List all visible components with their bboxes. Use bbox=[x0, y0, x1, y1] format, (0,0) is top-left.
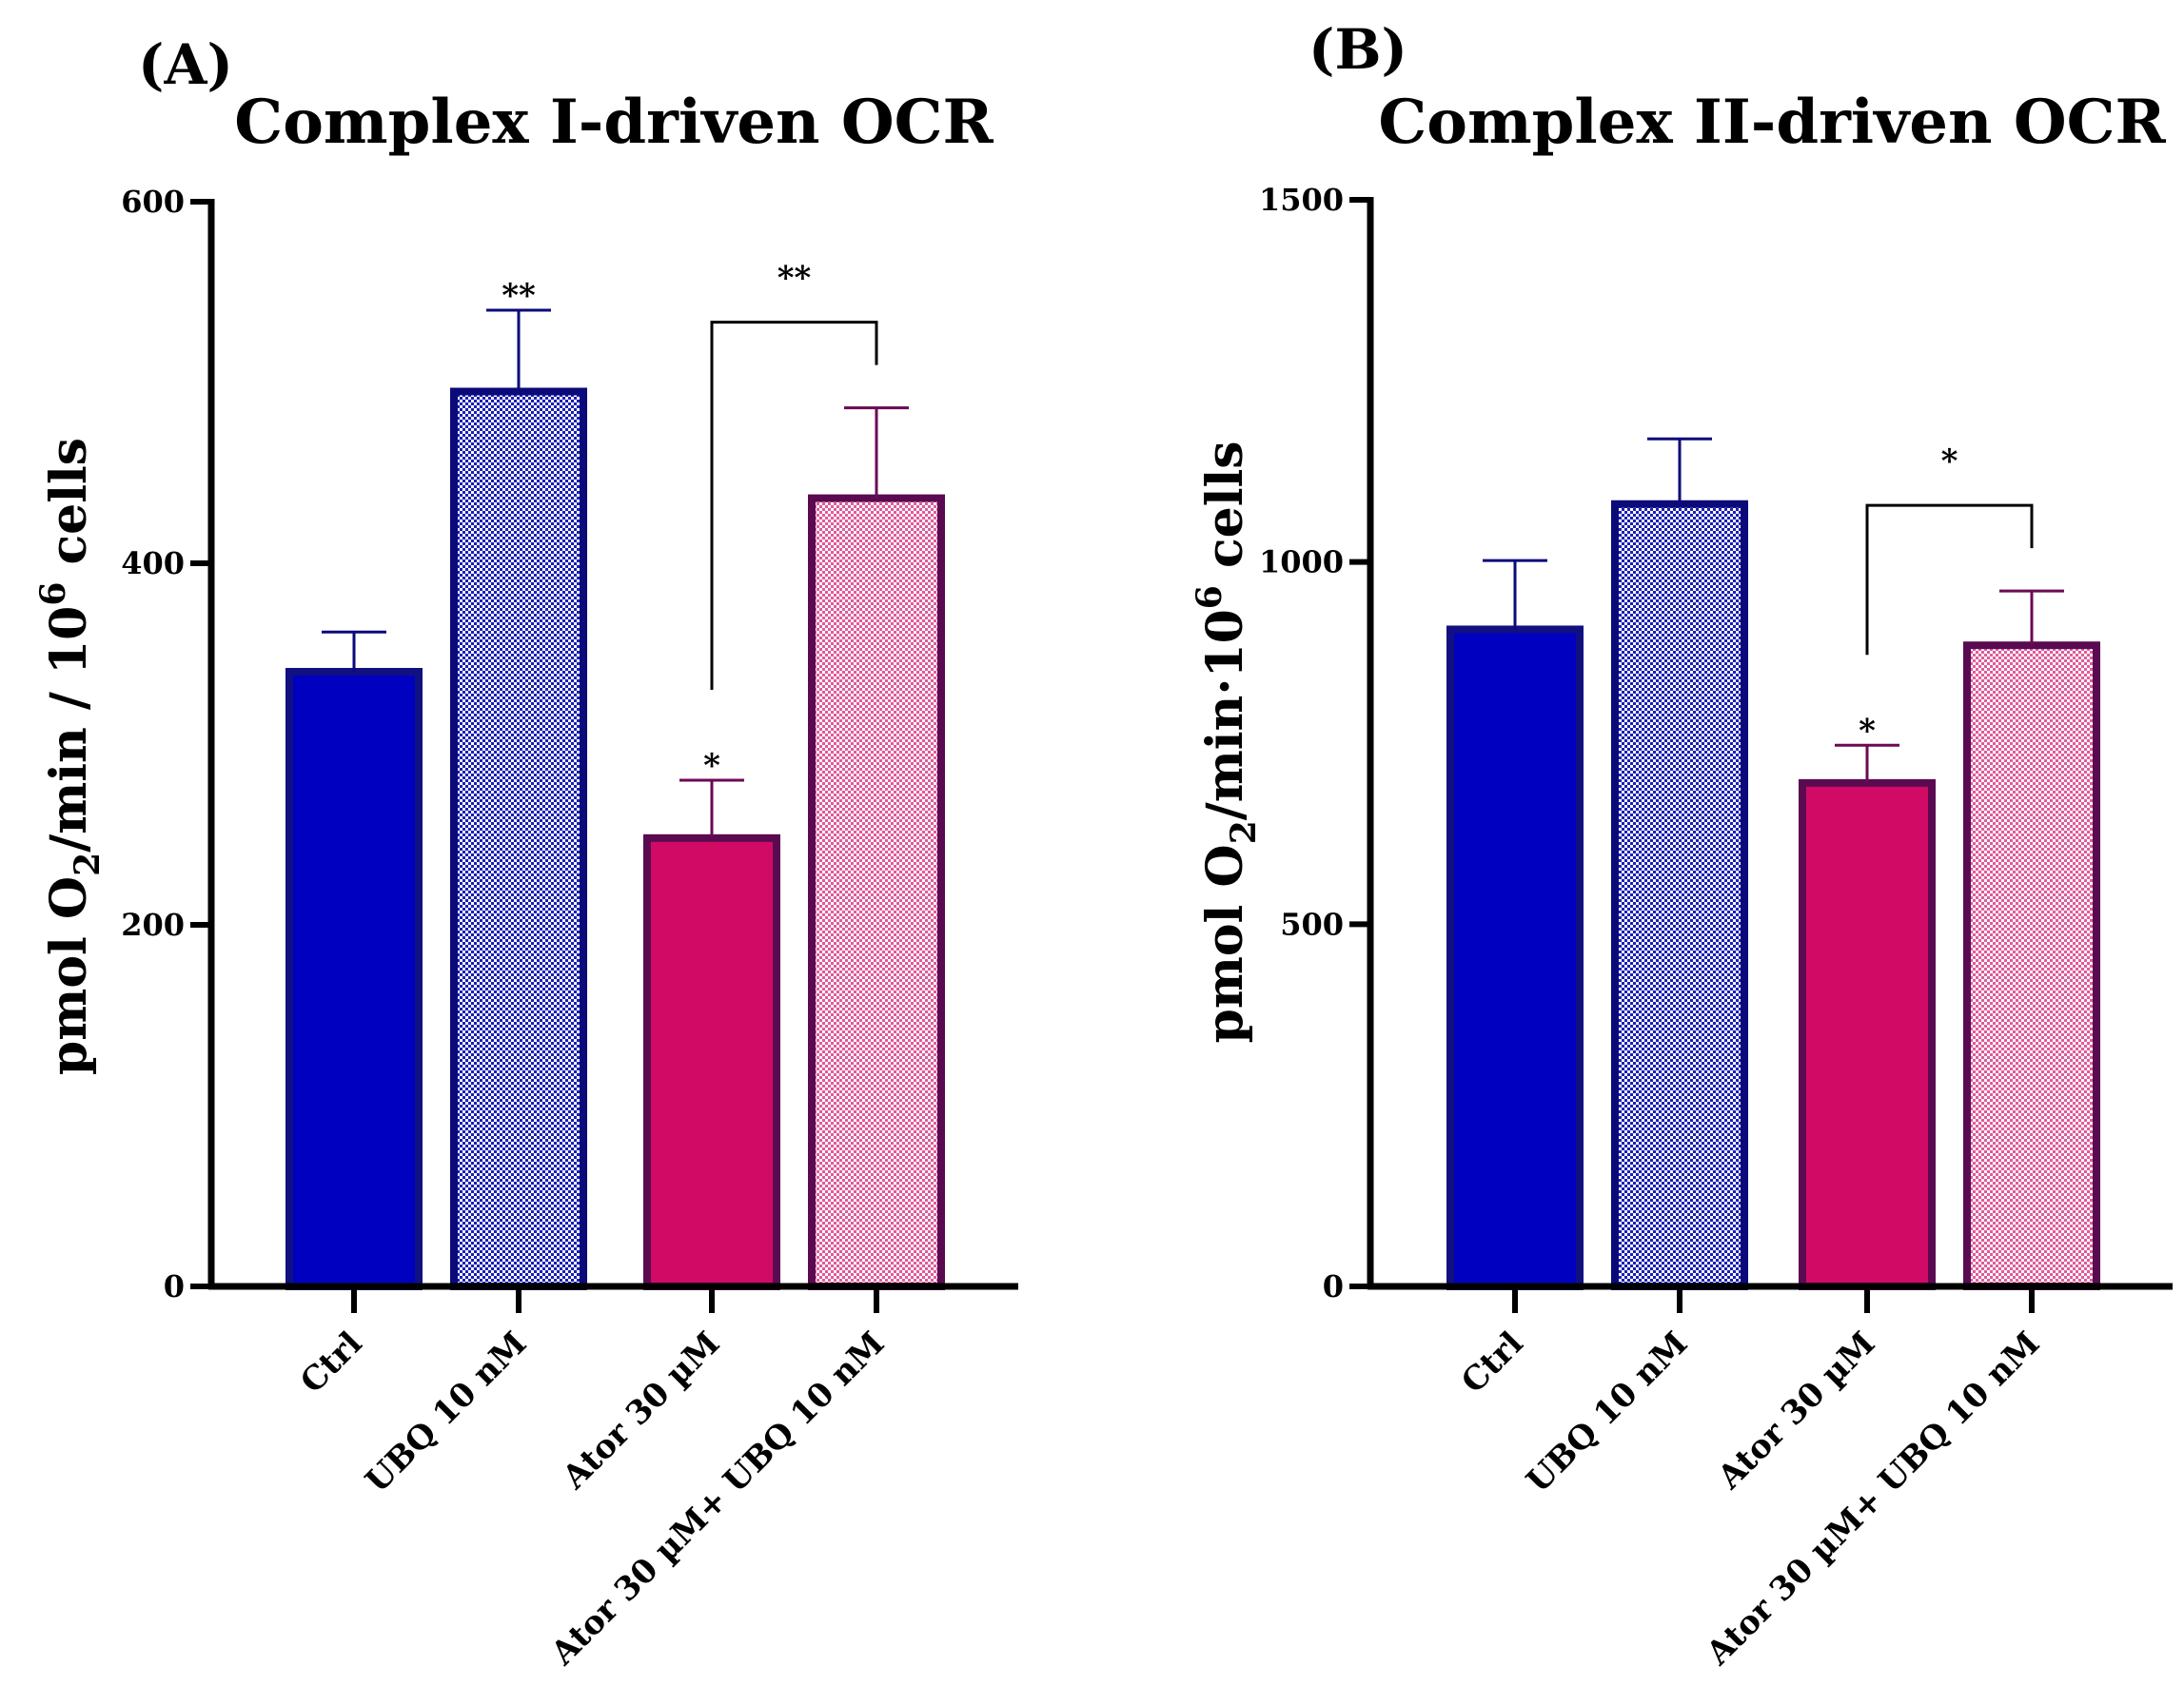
panel-b-category-label-3: Ator 30 µM+ UBQ 10 nM bbox=[1699, 1324, 2047, 1673]
panel-a-comparison-label-0: ** bbox=[777, 260, 812, 298]
panel-b-title: Complex II-driven OCR bbox=[1378, 87, 2166, 158]
panel-a-bar-3 bbox=[808, 494, 945, 1290]
panel-a-bar-significance-1: ** bbox=[502, 277, 536, 315]
panel-b-bar-2 bbox=[1799, 778, 1936, 1290]
panel-a-title: Complex I-driven OCR bbox=[234, 87, 994, 158]
panel-b-bar-significance-2: * bbox=[1859, 712, 1876, 750]
panel-a-ylabel-sub: 2 bbox=[68, 853, 108, 876]
panel-a-label: (A) bbox=[138, 32, 233, 97]
panel-a-category-label-1: UBQ 10 nM bbox=[359, 1324, 535, 1500]
panel-b-ytick-label-1: 500 bbox=[1280, 906, 1344, 942]
panel-b-comparison-bracket-0 bbox=[1865, 503, 2034, 656]
panel-b-ylabel-sub: 2 bbox=[1224, 820, 1264, 844]
panel-b-ytick-label-0: 0 bbox=[1323, 1268, 1344, 1304]
panel-a-category-label-0: Ctrl bbox=[293, 1324, 369, 1401]
panel-a: (A) Complex I-driven OCR pmol O2/min / 1… bbox=[33, 32, 1018, 1674]
panel-a-ytick-label-3: 600 bbox=[121, 184, 185, 220]
panel-b-ylabel-prefix: pmol O bbox=[1196, 844, 1254, 1043]
panel-a-ylabel-sup: 6 bbox=[33, 582, 73, 606]
panel-b: (B) Complex II-driven OCR pmol O2/min·10… bbox=[1190, 17, 2173, 1674]
panel-b-ytick-label-2: 1000 bbox=[1259, 544, 1344, 580]
panel-b-comparison-label-0: * bbox=[1941, 442, 1958, 480]
panel-b-ylabel: pmol O2/min·106 cells bbox=[1190, 441, 1264, 1043]
panel-a-comparison-bracket-0 bbox=[710, 321, 878, 690]
panel-a-ylabel-suffix: cells bbox=[40, 438, 98, 582]
panel-b-ytick-label-3: 1500 bbox=[1259, 182, 1344, 218]
panel-a-ytick-label-2: 400 bbox=[121, 545, 185, 581]
panel-a-ytick-label-0: 0 bbox=[164, 1268, 185, 1304]
panel-b-bar-1 bbox=[1611, 500, 1748, 1290]
panel-b-category-label-1: UBQ 10 nM bbox=[1520, 1324, 1696, 1500]
panel-a-category-label-2: Ator 30 µM bbox=[555, 1324, 727, 1497]
panel-b-bar-0 bbox=[1446, 625, 1584, 1290]
panel-b-ylabel-mid: /min·10 bbox=[1196, 609, 1254, 820]
panel-b-ylabel-suffix: cells bbox=[1196, 441, 1254, 585]
panel-a-bar-2 bbox=[643, 833, 780, 1290]
panel-a-category-label-3: Ator 30 µM+ UBQ 10 nM bbox=[543, 1324, 892, 1673]
panel-a-ylabel-mid: /min / 10 bbox=[40, 606, 98, 853]
panel-b-category-label-2: Ator 30 µM bbox=[1710, 1324, 1882, 1497]
panel-b-bar-3 bbox=[1963, 641, 2100, 1290]
panel-a-bar-1 bbox=[450, 387, 587, 1290]
panel-a-ylabel-prefix: pmol O bbox=[40, 876, 98, 1075]
panel-a-bar-0 bbox=[285, 668, 423, 1290]
panel-a-ytick-label-1: 200 bbox=[121, 907, 185, 943]
panel-b-ylabel-sup: 6 bbox=[1190, 585, 1230, 609]
panel-a-bar-significance-2: * bbox=[703, 747, 720, 785]
panel-b-category-label-0: Ctrl bbox=[1454, 1324, 1530, 1401]
panel-b-label: (B) bbox=[1308, 17, 1407, 82]
panel-a-ylabel: pmol O2/min / 106 cells bbox=[33, 438, 108, 1075]
